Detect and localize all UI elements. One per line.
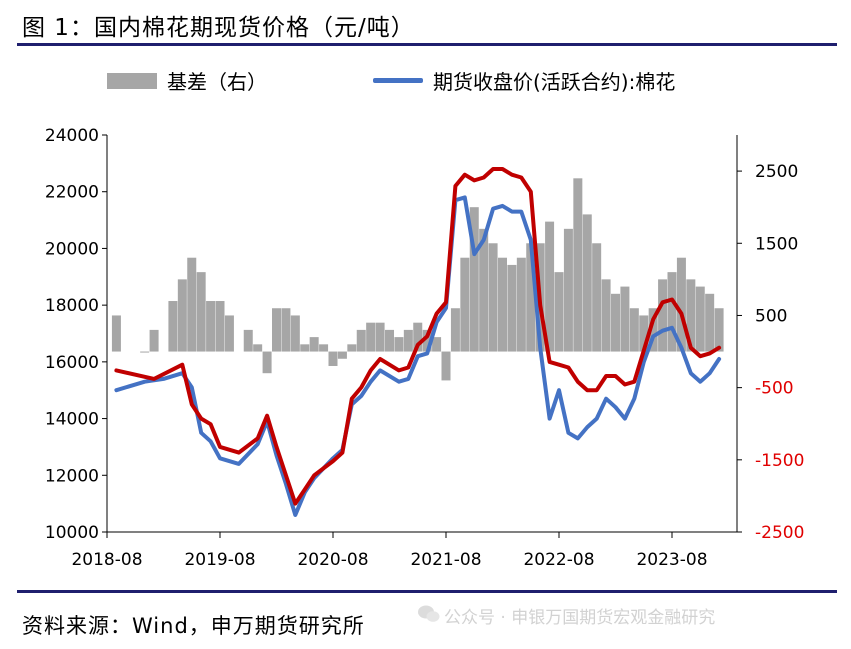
basis-bar [582, 214, 592, 352]
basis-bar [403, 329, 413, 352]
left-tick-label: 12000 [45, 466, 99, 486]
basis-bar [507, 264, 517, 352]
basis-bar [488, 243, 498, 352]
basis-bar [498, 257, 507, 352]
basis-bar [441, 351, 451, 381]
basis-bar [309, 337, 319, 352]
basis-bar [366, 322, 376, 352]
left-tick-label: 10000 [45, 523, 99, 543]
left-tick-label: 20000 [45, 239, 99, 259]
basis-bar [187, 257, 197, 352]
basis-bar [629, 308, 639, 352]
basis-bar [563, 228, 573, 352]
basis-bar [149, 329, 159, 352]
right-tick-label: 1500 [755, 234, 798, 254]
basis-bar [337, 351, 347, 359]
basis-bar [648, 308, 658, 352]
basis-bar [281, 308, 291, 352]
basis-bar [554, 272, 564, 352]
basis-bar [479, 228, 489, 352]
right-tick-label: -2500 [755, 523, 804, 543]
basis-bar [545, 221, 555, 352]
basis-bar [686, 279, 696, 352]
right-tick-label: 500 [755, 306, 787, 326]
x-tick-label: 2023-08 [636, 550, 707, 570]
basis-bar [347, 344, 357, 352]
basis-bar [375, 322, 385, 352]
basis-bar [177, 279, 187, 352]
basis-bar [460, 257, 470, 352]
right-tick-label: 2500 [755, 162, 798, 182]
x-tick-label: 2020-08 [297, 550, 368, 570]
basis-bar [394, 337, 404, 352]
basis-bar [592, 243, 602, 352]
basis-bar [319, 344, 329, 352]
basis-bar [676, 257, 686, 352]
basis-bar [469, 207, 479, 352]
basis-bar [215, 301, 225, 352]
basis-bar [328, 351, 338, 366]
basis-bar [206, 301, 216, 352]
basis-bar [516, 257, 526, 352]
basis-bar [526, 243, 536, 352]
basis-swatch [107, 73, 157, 89]
basis-bar [140, 351, 150, 353]
basis-bar [705, 293, 715, 352]
figure-title: 图 1：国内棉花期现货价格（元/吨） [22, 15, 415, 41]
x-tick-label: 2019-08 [184, 550, 255, 570]
basis-bar [611, 293, 620, 352]
left-tick-label: 22000 [45, 183, 99, 203]
basis-bar [272, 308, 281, 352]
wechat-icon [418, 605, 440, 622]
basis-bar [667, 272, 677, 352]
basis-bar [253, 344, 263, 352]
basis-bar [413, 322, 423, 352]
x-tick-label: 2018-08 [71, 550, 142, 570]
basis-bar [432, 337, 442, 352]
basis-bar [243, 329, 253, 352]
basis-bar [620, 286, 630, 352]
source-note: 资料来源：Wind，申万期货研究所 [22, 614, 365, 638]
futures-swatch [373, 78, 423, 83]
futures-price-line [114, 195, 722, 517]
legend-label-basis: 基差（右） [167, 70, 267, 94]
spot-price-line [114, 167, 722, 506]
basis-bar [300, 344, 310, 352]
basis-bar [450, 308, 460, 352]
basis-bar [262, 351, 272, 374]
x-tick-label: 2022-08 [523, 550, 594, 570]
legend-label-futures: 期货收盘价(活跃合约):棉花 [433, 70, 676, 94]
basis-bar [601, 279, 611, 352]
bottom-rule [17, 590, 837, 593]
right-tick-label: -500 [755, 379, 794, 399]
x-tick-label: 2021-08 [410, 550, 481, 570]
basis-bar [714, 308, 724, 352]
basis-bar [658, 279, 668, 352]
basis-bar [385, 329, 394, 352]
left-tick-label: 16000 [45, 353, 99, 373]
right-tick-label: -1500 [755, 451, 804, 471]
basis-bar [356, 329, 366, 352]
left-tick-label: 24000 [45, 126, 99, 146]
basis-bar [168, 301, 178, 352]
top-rule [17, 43, 837, 46]
watermark-text: 公众号 · 申银万国期货宏观金融研究 [444, 608, 716, 628]
basis-bar [111, 315, 121, 352]
basis-bar [290, 315, 300, 352]
basis-bar [422, 329, 432, 352]
basis-bar [196, 272, 206, 352]
basis-bar [224, 315, 234, 352]
left-tick-label: 18000 [45, 296, 99, 316]
basis-bar [695, 286, 705, 352]
basis-bar [639, 315, 649, 352]
left-tick-label: 14000 [45, 410, 99, 430]
basis-bar [573, 178, 583, 352]
